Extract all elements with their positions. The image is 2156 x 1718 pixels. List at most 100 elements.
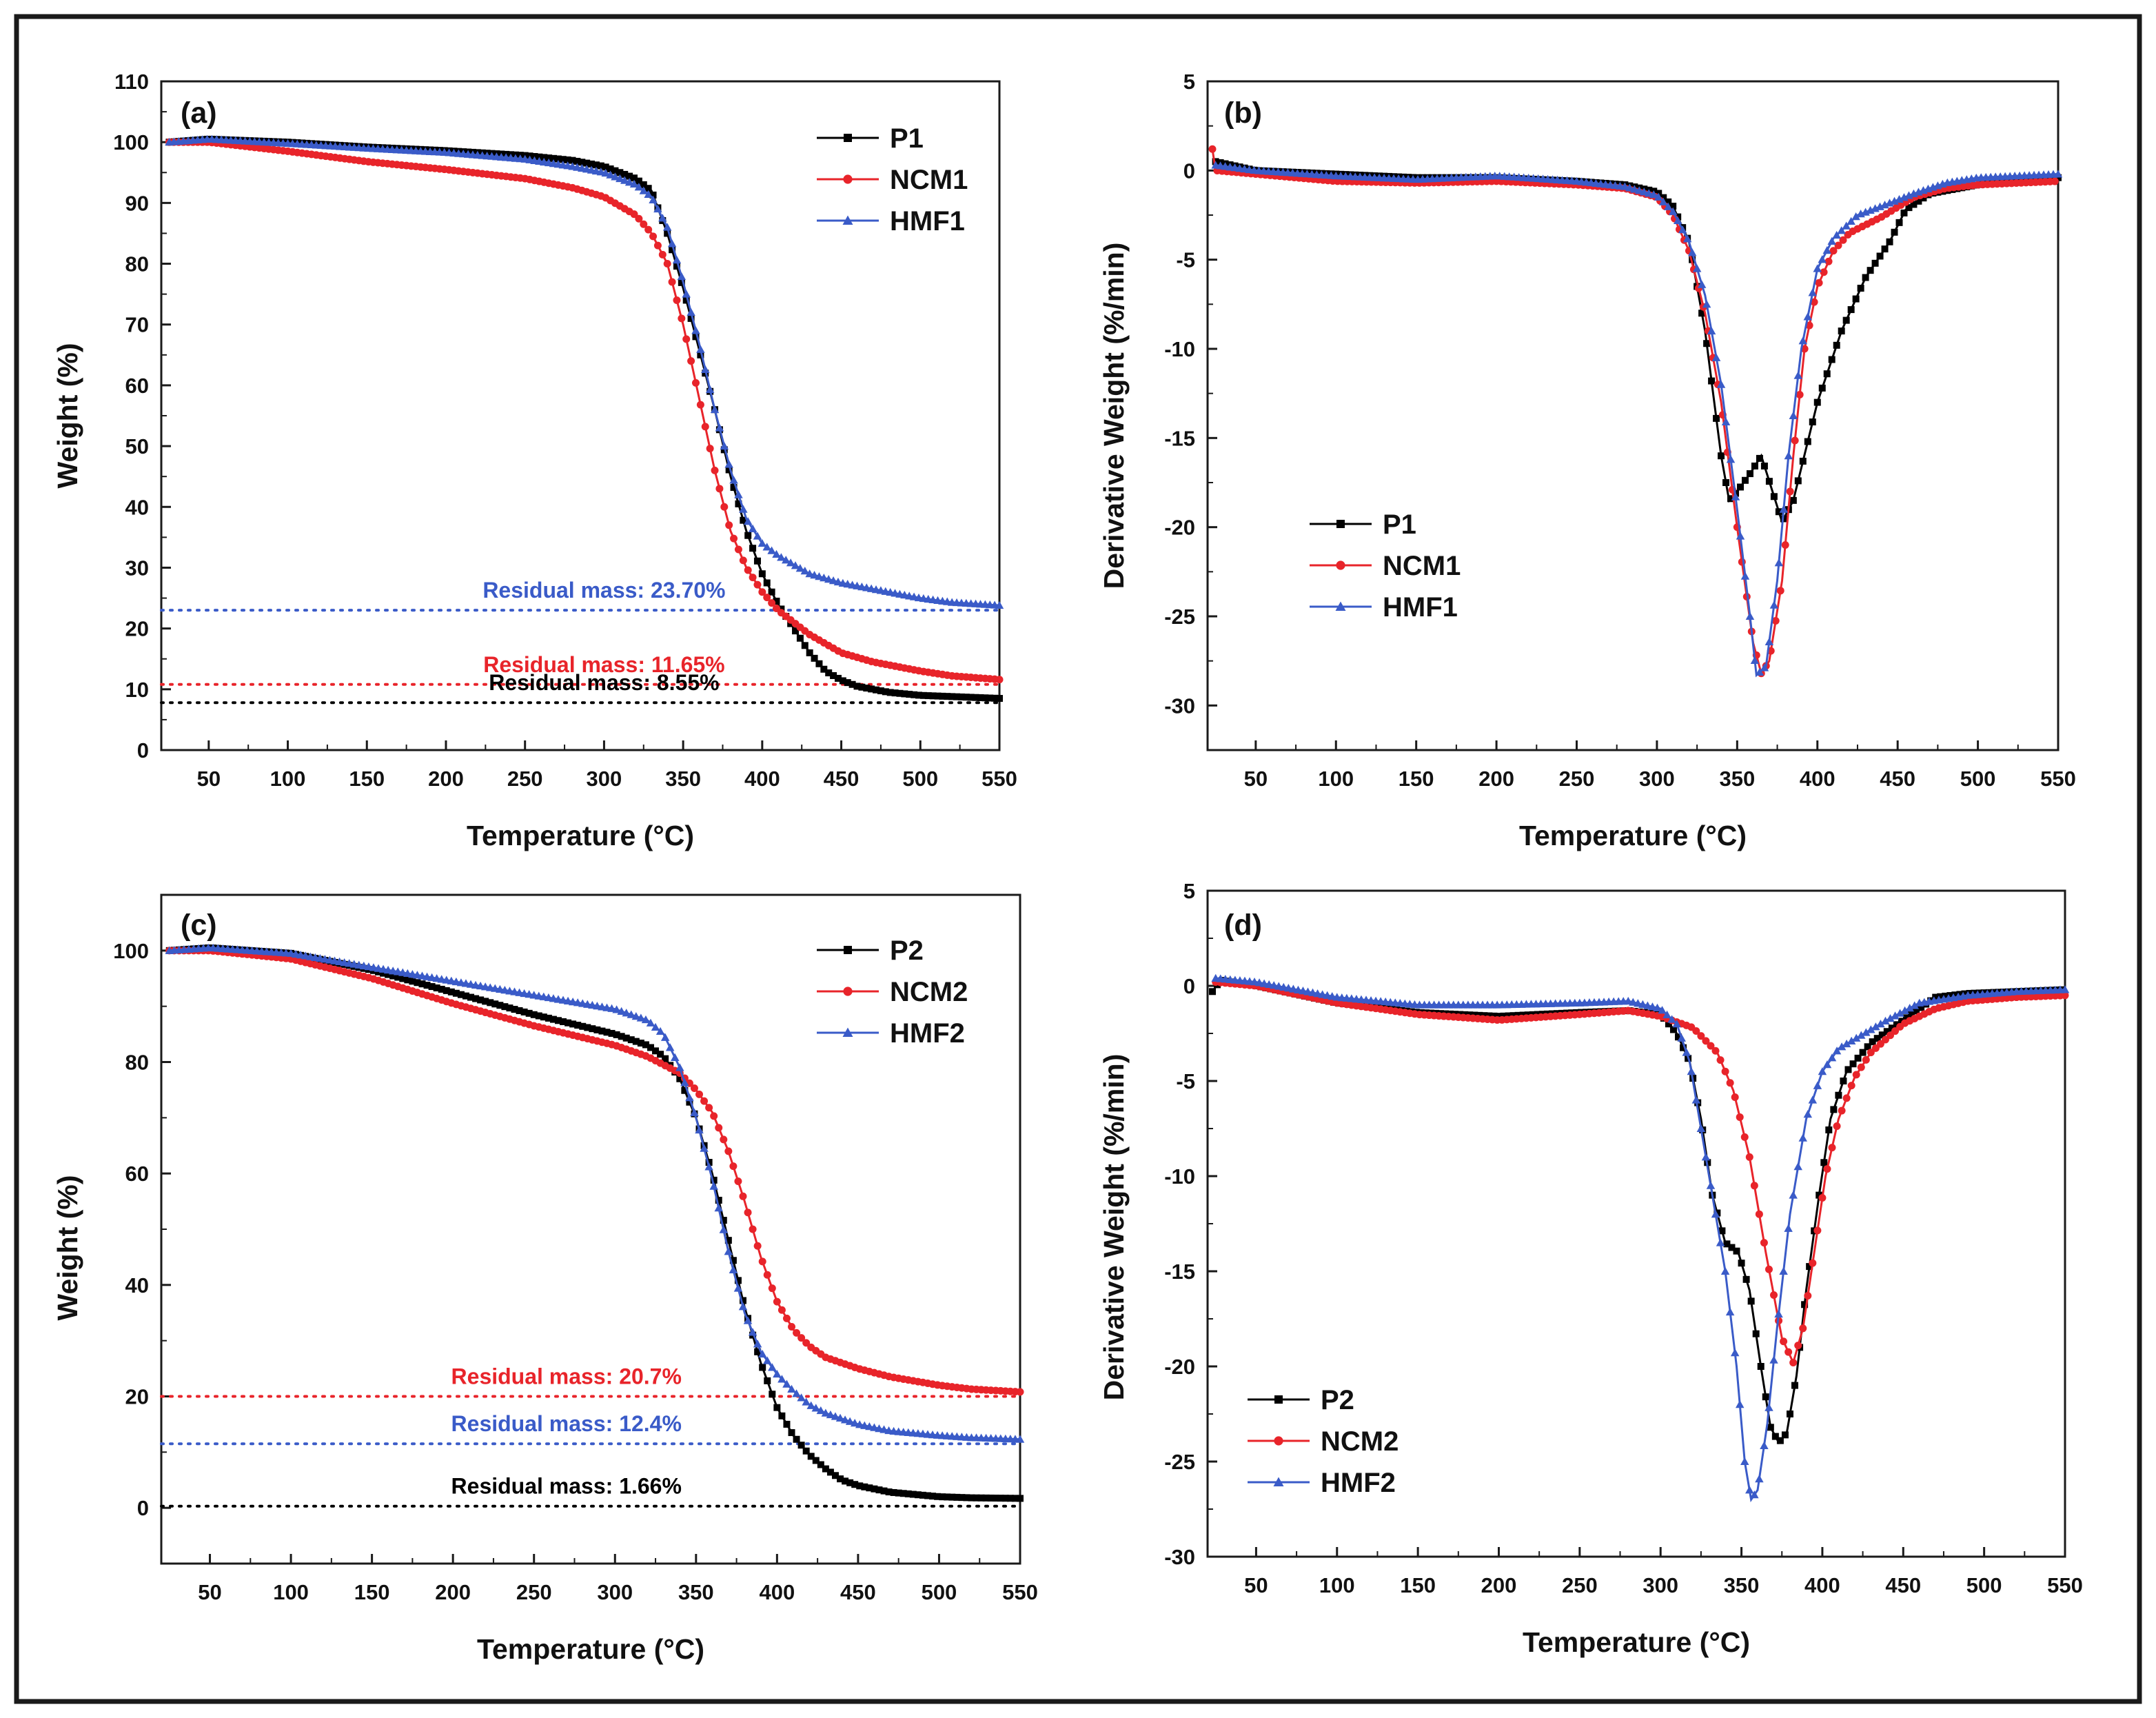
- legend-b: P1 NCM1 HMF1: [1310, 509, 1461, 623]
- y-tick-label: 50: [125, 434, 149, 458]
- data-point-hmf1: [1803, 312, 1813, 321]
- data-point-ncm1: [635, 214, 643, 223]
- data-point-ncm1: [668, 278, 676, 286]
- data-point-p1: [901, 690, 908, 698]
- data-point-ncm2: [1721, 1067, 1729, 1075]
- data-point-p1: [1900, 209, 1908, 216]
- data-point-ncm1: [696, 401, 704, 409]
- data-point-hmf2: [2060, 985, 2070, 993]
- data-point-hmf2: [1662, 1010, 1671, 1018]
- data-point-hmf2: [748, 1328, 757, 1336]
- data-point-p2: [1733, 1247, 1740, 1255]
- data-point-hmf1: [786, 558, 795, 567]
- x-tick-label: 450: [840, 1580, 876, 1604]
- data-point-hmf1: [1793, 371, 1803, 379]
- data-point-p2: [724, 1237, 732, 1244]
- data-point-p1: [1867, 267, 1874, 274]
- data-point-p1: [1770, 493, 1778, 501]
- data-point-p2: [1820, 1159, 1828, 1166]
- data-point-p2: [769, 1391, 776, 1398]
- data-point-hmf1: [596, 168, 606, 176]
- data-point-p2: [764, 1377, 771, 1384]
- data-point-ncm2: [1716, 1056, 1725, 1064]
- data-point-p2: [948, 1493, 956, 1501]
- x-axis-label-c: Temperature (°C): [477, 1633, 704, 1665]
- data-point-p2: [909, 1490, 917, 1498]
- data-point-p1: [626, 172, 633, 180]
- data-point-p2: [759, 1364, 766, 1371]
- data-point-ncm2: [1838, 1106, 1846, 1115]
- data-point-ncm2: [1809, 1259, 1817, 1267]
- data-point-p1: [697, 351, 704, 358]
- x-tick-label: 450: [824, 767, 860, 791]
- data-point-p2: [467, 993, 475, 1001]
- data-point-ncm2: [1847, 1082, 1855, 1090]
- residual-mass-label: Residual mass: 20.7%: [451, 1364, 682, 1389]
- x-tick-label: 350: [1724, 1573, 1760, 1597]
- data-point-p1: [830, 671, 837, 679]
- data-point-p2: [414, 979, 421, 987]
- data-point-hmf1: [1620, 182, 1629, 190]
- data-point-p1: [1698, 310, 1706, 317]
- data-point-p2: [554, 1017, 562, 1024]
- y-axis-label-c: Weight (%): [52, 1175, 83, 1320]
- data-point-ncm2: [705, 1104, 713, 1112]
- data-point-p2: [1485, 1012, 1493, 1020]
- y-axis-label-a: Weight (%): [52, 343, 83, 488]
- data-point-p2: [627, 1036, 635, 1044]
- legend-marker-hmf1: [1335, 601, 1346, 611]
- data-point-hmf2: [1867, 1025, 1875, 1033]
- data-point-hmf2: [840, 1415, 850, 1424]
- data-point-p2: [472, 995, 480, 1002]
- data-point-p2: [842, 1477, 849, 1485]
- data-point-hmf2: [1638, 1000, 1647, 1009]
- x-tick-label: 550: [2047, 1573, 2083, 1597]
- data-point-p2: [1500, 1012, 1507, 1020]
- data-point-ncm2: [1881, 1035, 1889, 1044]
- x-tick-label: 350: [1719, 767, 1755, 791]
- data-point-p1: [1789, 496, 1797, 504]
- data-point-hmf2: [1667, 1015, 1676, 1023]
- legend-marker-ncm2: [1274, 1436, 1283, 1446]
- data-point-p2: [1771, 1433, 1779, 1440]
- x-tick-label: 200: [435, 1580, 471, 1604]
- data-point-ncm2: [788, 1322, 796, 1331]
- data-point-p1: [735, 500, 742, 507]
- data-point-hmf2: [1648, 1002, 1657, 1011]
- data-point-p2: [516, 1007, 523, 1014]
- data-point-p1: [991, 694, 999, 702]
- data-point-p2: [443, 987, 450, 994]
- data-point-p1: [967, 694, 975, 701]
- data-point-hmf2: [729, 1265, 738, 1274]
- x-tick-label: 300: [1639, 767, 1675, 791]
- data-point-hmf1: [1779, 505, 1789, 513]
- data-point-p1: [2055, 174, 2062, 181]
- data-point-hmf1: [824, 574, 833, 583]
- data-point-p1: [1775, 508, 1782, 516]
- legend-label: NCM1: [1383, 551, 1461, 581]
- data-point-p2: [929, 1493, 937, 1500]
- data-point-p1: [1852, 295, 1860, 303]
- data-point-ncm2: [1828, 1144, 1836, 1152]
- data-point-ncm2: [802, 1339, 811, 1347]
- data-point-ncm2: [763, 1271, 771, 1279]
- data-point-ncm1: [768, 599, 776, 607]
- y-tick-label: 80: [125, 252, 149, 276]
- data-point-hmf2: [845, 1417, 855, 1425]
- data-point-p2: [1747, 1297, 1755, 1305]
- data-point-p2: [846, 1479, 854, 1486]
- x-tick-label: 400: [1800, 767, 1835, 791]
- data-point-p2: [598, 1027, 606, 1035]
- data-point-hmf2: [1784, 1224, 1793, 1232]
- data-point-hmf2: [1842, 1039, 1851, 1048]
- data-point-hmf1: [1745, 612, 1755, 620]
- data-point-hmf2: [1740, 1457, 1749, 1465]
- y-tick-label: -20: [1164, 1355, 1195, 1379]
- data-point-p1: [906, 691, 913, 698]
- data-point-hmf2: [1886, 1013, 1895, 1022]
- data-point-ncm1: [1786, 487, 1794, 496]
- data-point-p1: [915, 691, 922, 699]
- data-point-p2: [1669, 1026, 1677, 1033]
- data-point-ncm1: [725, 521, 733, 529]
- x-axis-label-a: Temperature (°C): [467, 820, 694, 851]
